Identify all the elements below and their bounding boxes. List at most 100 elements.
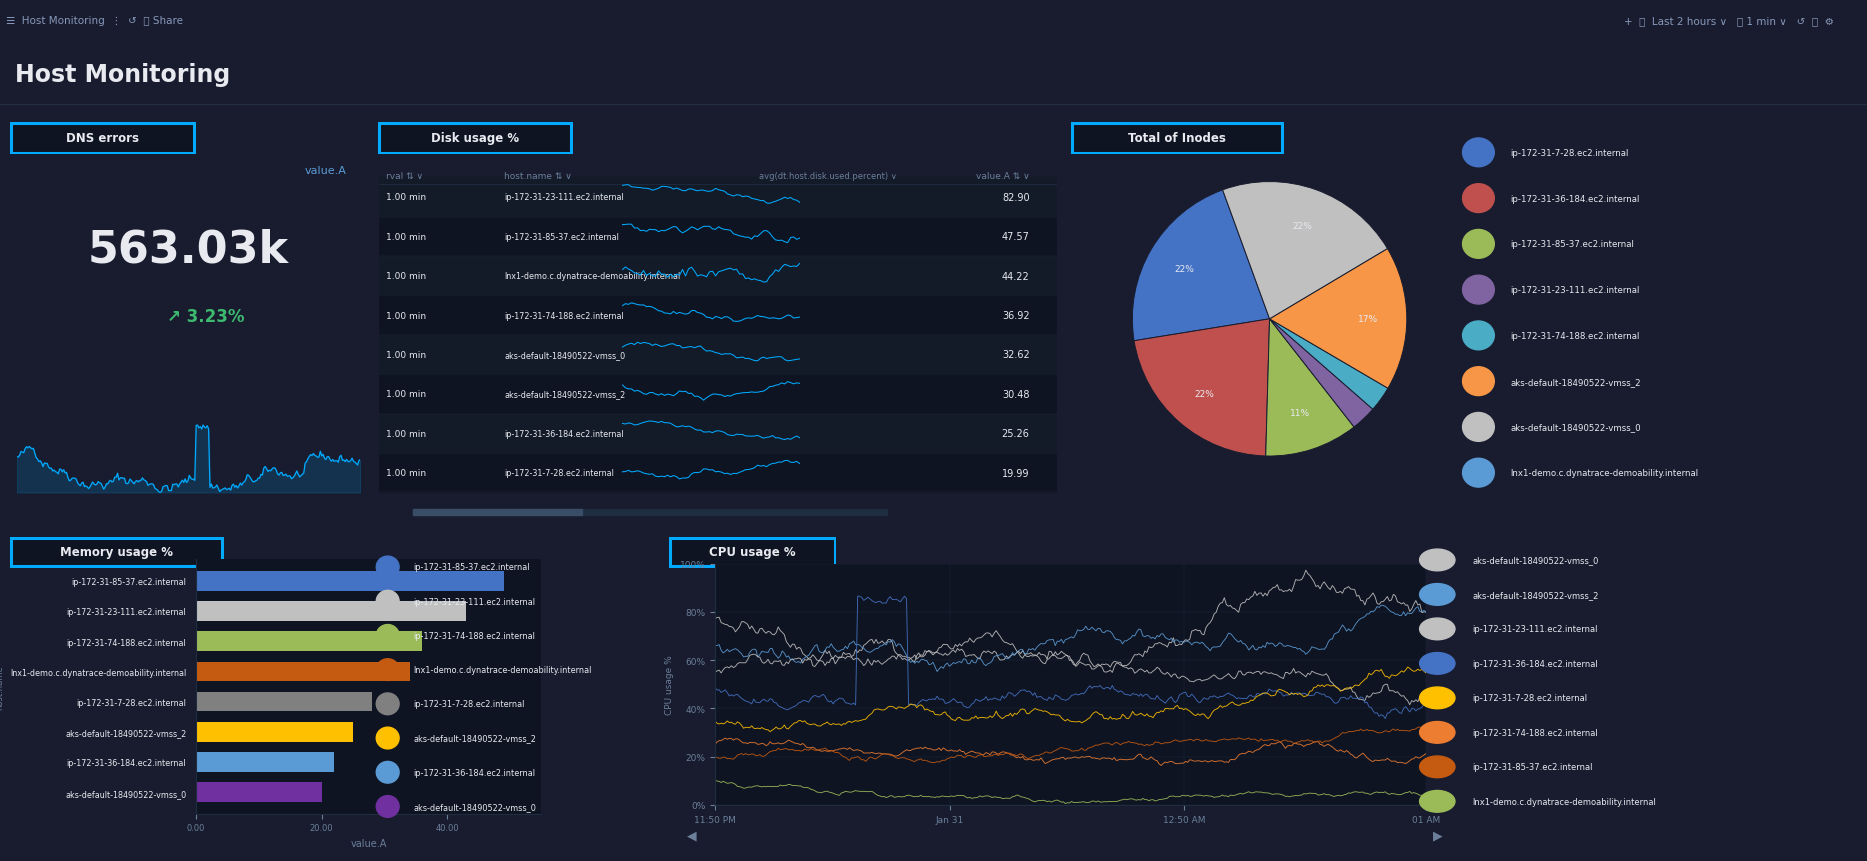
- Text: 19.99: 19.99: [1003, 468, 1029, 478]
- Text: ip-172-31-74-188.ec2.internal: ip-172-31-74-188.ec2.internal: [504, 311, 624, 320]
- Bar: [379, 296, 1057, 336]
- FancyBboxPatch shape: [379, 124, 571, 153]
- Wedge shape: [1270, 319, 1372, 427]
- FancyBboxPatch shape: [670, 539, 835, 567]
- Circle shape: [1419, 618, 1454, 640]
- Text: 25.26: 25.26: [1003, 429, 1029, 439]
- Text: Total of Inodes: Total of Inodes: [1128, 132, 1227, 145]
- Text: 1.00 min: 1.00 min: [386, 468, 426, 478]
- Bar: [379, 375, 1057, 414]
- Text: aks-default-18490522-vmss_2: aks-default-18490522-vmss_2: [504, 390, 625, 399]
- Text: 563.03k: 563.03k: [88, 228, 289, 270]
- Text: aks-default-18490522-vmss_0: aks-default-18490522-vmss_0: [504, 350, 625, 360]
- Circle shape: [1462, 230, 1494, 259]
- Text: lnx1-demo.c.dynatrace-demoability.internal: lnx1-demo.c.dynatrace-demoability.intern…: [413, 666, 592, 674]
- Wedge shape: [1270, 319, 1387, 410]
- Text: ↗ 3.23%: ↗ 3.23%: [168, 308, 245, 326]
- Text: lnx1-demo.c.dynatrace-demoability.internal: lnx1-demo.c.dynatrace-demoability.intern…: [504, 272, 681, 281]
- Text: 1.00 min: 1.00 min: [386, 193, 426, 202]
- Text: ip-172-31-7-28.ec2.internal: ip-172-31-7-28.ec2.internal: [1510, 149, 1628, 158]
- Bar: [196, 722, 353, 741]
- Text: 1.00 min: 1.00 min: [386, 311, 426, 320]
- Text: ip-172-31-36-184.ec2.internal: ip-172-31-36-184.ec2.internal: [1473, 660, 1598, 668]
- Text: aks-default-18490522-vmss_2: aks-default-18490522-vmss_2: [1473, 591, 1598, 599]
- Text: 36.92: 36.92: [1003, 311, 1029, 320]
- Text: 17%: 17%: [1359, 314, 1378, 324]
- Circle shape: [377, 693, 400, 715]
- Wedge shape: [1223, 183, 1387, 319]
- Text: 22%: 22%: [1292, 222, 1313, 231]
- Bar: [196, 753, 334, 772]
- Bar: [379, 414, 1057, 454]
- Bar: [196, 601, 467, 621]
- Text: rval ⇅ ∨: rval ⇅ ∨: [386, 172, 424, 181]
- Text: ☰  Host Monitoring  ⋮  ↺  🔒 Share: ☰ Host Monitoring ⋮ ↺ 🔒 Share: [6, 15, 183, 26]
- Text: aks-default-18490522-vmss_2: aks-default-18490522-vmss_2: [413, 734, 536, 743]
- Circle shape: [1462, 276, 1494, 305]
- Text: ip-172-31-7-28.ec2.internal: ip-172-31-7-28.ec2.internal: [413, 699, 525, 709]
- Text: value.A ⇅ ∨: value.A ⇅ ∨: [976, 172, 1029, 181]
- Text: 1.00 min: 1.00 min: [386, 430, 426, 438]
- Text: ip-172-31-74-188.ec2.internal: ip-172-31-74-188.ec2.internal: [413, 631, 536, 641]
- Circle shape: [377, 556, 400, 579]
- Bar: [379, 257, 1057, 296]
- Text: 32.62: 32.62: [1003, 350, 1029, 360]
- Y-axis label: host.name: host.name: [0, 665, 4, 709]
- Circle shape: [377, 761, 400, 784]
- Circle shape: [1419, 549, 1454, 571]
- FancyBboxPatch shape: [1072, 124, 1283, 153]
- Circle shape: [1419, 722, 1454, 743]
- X-axis label: value.A: value.A: [351, 838, 386, 848]
- Text: ip-172-31-74-188.ec2.internal: ip-172-31-74-188.ec2.internal: [1473, 728, 1598, 737]
- Text: 82.90: 82.90: [1003, 193, 1029, 202]
- Circle shape: [1462, 139, 1494, 168]
- Text: ip-172-31-23-111.ec2.internal: ip-172-31-23-111.ec2.internal: [1473, 625, 1598, 634]
- Circle shape: [1419, 756, 1454, 777]
- Circle shape: [1419, 584, 1454, 605]
- Text: ip-172-31-36-184.ec2.internal: ip-172-31-36-184.ec2.internal: [1510, 195, 1639, 203]
- Text: lnx1-demo.c.dynatrace-demoability.internal: lnx1-demo.c.dynatrace-demoability.intern…: [1510, 468, 1699, 478]
- Bar: [379, 217, 1057, 257]
- Text: ip-172-31-85-37.ec2.internal: ip-172-31-85-37.ec2.internal: [1473, 763, 1593, 771]
- Text: 44.22: 44.22: [1003, 271, 1029, 282]
- Circle shape: [1419, 653, 1454, 674]
- Text: 1.00 min: 1.00 min: [386, 232, 426, 242]
- Bar: [196, 662, 409, 681]
- Text: 30.48: 30.48: [1003, 389, 1029, 400]
- Bar: [413, 509, 887, 516]
- Bar: [413, 509, 583, 516]
- Circle shape: [377, 659, 400, 681]
- Text: ip-172-31-23-111.ec2.internal: ip-172-31-23-111.ec2.internal: [504, 193, 624, 202]
- Text: ip-172-31-85-37.ec2.internal: ip-172-31-85-37.ec2.internal: [504, 232, 620, 242]
- Bar: [196, 783, 321, 802]
- Text: ip-172-31-23-111.ec2.internal: ip-172-31-23-111.ec2.internal: [1510, 286, 1639, 294]
- Text: ip-172-31-74-188.ec2.internal: ip-172-31-74-188.ec2.internal: [1510, 331, 1639, 340]
- Text: CPU usage %: CPU usage %: [709, 546, 795, 559]
- Text: Disk usage %: Disk usage %: [431, 132, 519, 145]
- Y-axis label: CPU usage %: CPU usage %: [665, 654, 674, 715]
- FancyBboxPatch shape: [11, 124, 194, 153]
- Circle shape: [1462, 184, 1494, 214]
- Text: Host Monitoring: Host Monitoring: [15, 63, 230, 87]
- Bar: [379, 454, 1057, 492]
- Wedge shape: [1270, 249, 1408, 389]
- Circle shape: [1462, 322, 1494, 350]
- Text: avg(dt.host.disk.used.percent) ∨: avg(dt.host.disk.used.percent) ∨: [758, 172, 896, 181]
- Text: +  🌐  Last 2 hours ∨   ⏱ 1 min ∨   ↺  🕐  ⚙: + 🌐 Last 2 hours ∨ ⏱ 1 min ∨ ↺ 🕐 ⚙: [1624, 15, 1833, 26]
- Circle shape: [377, 728, 400, 749]
- Text: ip-172-31-7-28.ec2.internal: ip-172-31-7-28.ec2.internal: [1473, 694, 1587, 703]
- Bar: [196, 632, 422, 651]
- Circle shape: [1462, 459, 1494, 487]
- Circle shape: [1462, 413, 1494, 442]
- Wedge shape: [1266, 319, 1354, 456]
- Text: 1.00 min: 1.00 min: [386, 390, 426, 399]
- Text: ◀: ◀: [687, 829, 696, 842]
- Text: lnx1-demo.c.dynatrace-demoability.internal: lnx1-demo.c.dynatrace-demoability.intern…: [1473, 797, 1656, 806]
- Bar: [379, 336, 1057, 375]
- Bar: [196, 571, 504, 591]
- Circle shape: [377, 591, 400, 612]
- Circle shape: [1419, 790, 1454, 812]
- Text: ip-172-31-36-184.ec2.internal: ip-172-31-36-184.ec2.internal: [504, 430, 624, 438]
- Text: host.name ⇅ ∨: host.name ⇅ ∨: [504, 172, 573, 181]
- Text: 1.00 min: 1.00 min: [386, 350, 426, 360]
